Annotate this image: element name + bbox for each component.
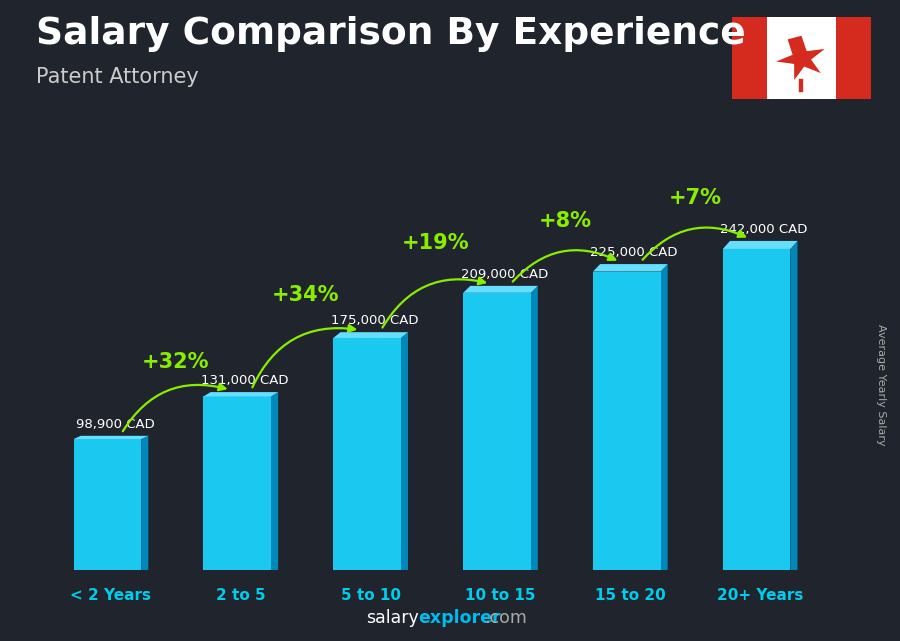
Text: 98,900 CAD: 98,900 CAD — [76, 418, 154, 431]
Text: Patent Attorney: Patent Attorney — [36, 67, 199, 87]
Text: 242,000 CAD: 242,000 CAD — [720, 223, 807, 236]
Text: 225,000 CAD: 225,000 CAD — [590, 246, 678, 260]
Polygon shape — [593, 272, 661, 570]
Polygon shape — [464, 286, 538, 293]
Polygon shape — [74, 436, 148, 439]
Polygon shape — [723, 249, 790, 570]
Text: 5 to 10: 5 to 10 — [341, 588, 400, 603]
Polygon shape — [203, 392, 278, 396]
Text: 15 to 20: 15 to 20 — [595, 588, 666, 603]
Text: 20+ Years: 20+ Years — [717, 588, 804, 603]
Polygon shape — [203, 396, 271, 570]
Text: +34%: +34% — [272, 285, 339, 306]
Text: explorer: explorer — [418, 609, 501, 627]
Polygon shape — [723, 241, 797, 249]
Polygon shape — [661, 264, 668, 570]
Polygon shape — [593, 264, 668, 272]
Text: +32%: +32% — [142, 352, 210, 372]
Polygon shape — [74, 439, 141, 570]
Text: 209,000 CAD: 209,000 CAD — [461, 268, 548, 281]
Text: < 2 Years: < 2 Years — [70, 588, 151, 603]
Text: 10 to 15: 10 to 15 — [465, 588, 536, 603]
Text: 175,000 CAD: 175,000 CAD — [331, 315, 418, 328]
Bar — [732, 17, 767, 99]
Text: +8%: +8% — [539, 211, 592, 231]
Polygon shape — [271, 392, 278, 570]
Polygon shape — [531, 286, 538, 570]
Polygon shape — [141, 436, 149, 570]
Bar — [836, 17, 871, 99]
Polygon shape — [333, 332, 408, 338]
Polygon shape — [464, 293, 531, 570]
Polygon shape — [776, 36, 824, 80]
Text: +19%: +19% — [401, 233, 470, 253]
Text: Average Yearly Salary: Average Yearly Salary — [877, 324, 886, 445]
Text: 131,000 CAD: 131,000 CAD — [201, 374, 289, 387]
Text: +7%: +7% — [669, 188, 722, 208]
Text: salary: salary — [365, 609, 418, 627]
Polygon shape — [333, 338, 400, 570]
Text: 2 to 5: 2 to 5 — [216, 588, 266, 603]
Text: Salary Comparison By Experience: Salary Comparison By Experience — [36, 16, 746, 52]
Polygon shape — [790, 241, 797, 570]
Polygon shape — [400, 332, 408, 570]
Text: .com: .com — [484, 609, 527, 627]
